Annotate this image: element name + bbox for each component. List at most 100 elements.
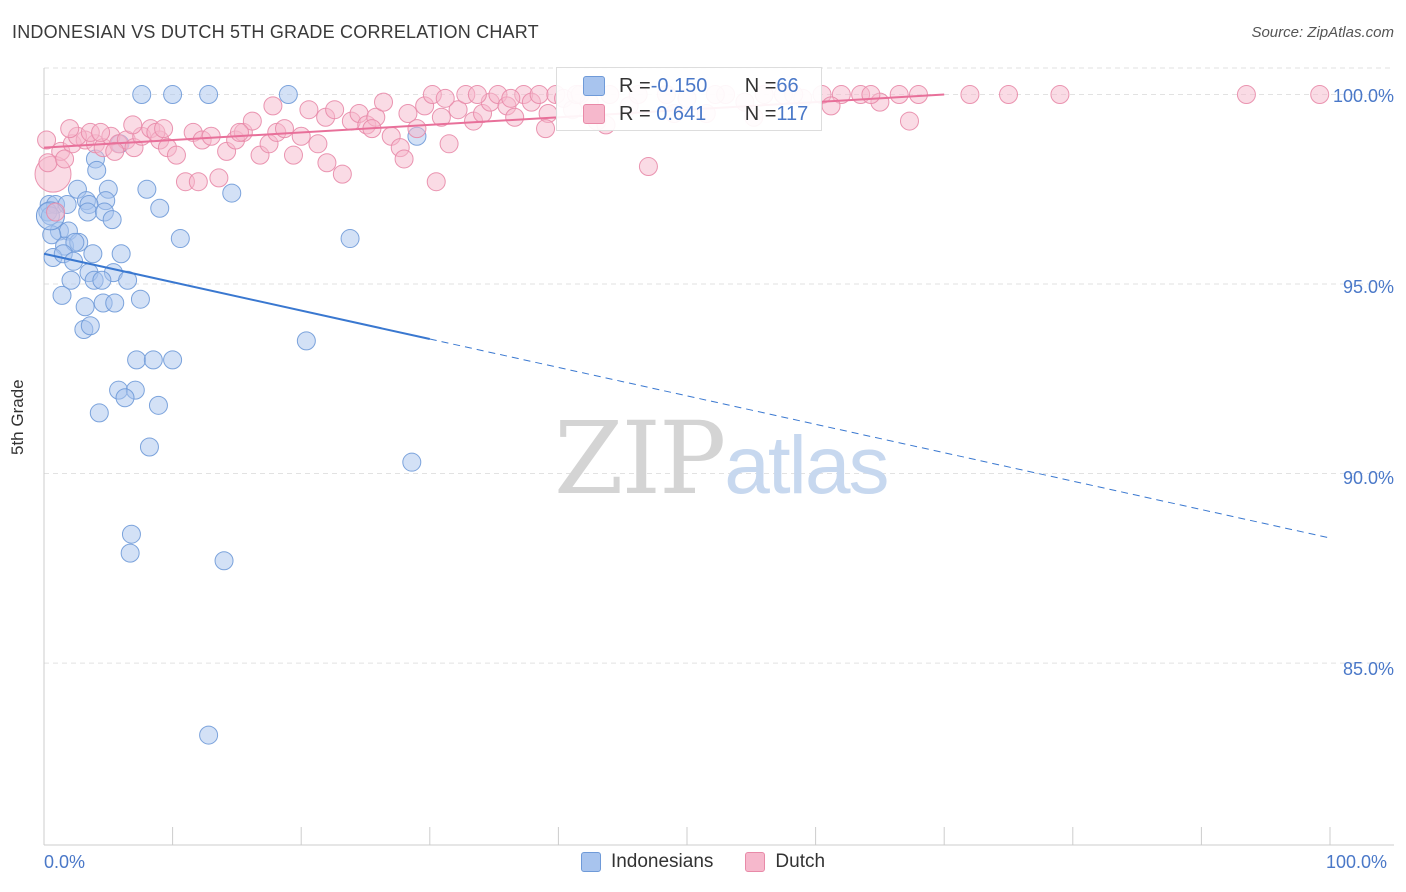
- data-point: [132, 85, 152, 105]
- data-point: [908, 85, 928, 105]
- grid-lines: [44, 67, 1394, 664]
- data-point: [296, 331, 316, 351]
- legend-item-indonesians[interactable]: Indonesians: [580, 851, 714, 873]
- legend-label-dutch: Dutch: [775, 851, 826, 872]
- data-point: [435, 88, 455, 108]
- legend-swatch-dutch: [583, 104, 605, 124]
- data-point: [407, 119, 427, 139]
- data-point: [92, 270, 112, 290]
- data-point: [130, 289, 150, 309]
- indonesians-trend-line: [43, 252, 431, 340]
- watermark-atlas: atlas: [724, 420, 889, 511]
- data-point: [283, 145, 303, 165]
- n-value: 66: [776, 74, 799, 97]
- data-point: [340, 229, 360, 249]
- data-point: [37, 130, 57, 150]
- n-label: N =: [744, 74, 777, 97]
- legend-row-dutch: R = 0.641 N = 117: [557, 99, 808, 129]
- legend-item-dutch[interactable]: Dutch: [745, 851, 825, 873]
- data-point: [899, 111, 919, 131]
- data-point: [291, 126, 311, 146]
- data-point: [861, 85, 881, 105]
- data-point: [501, 88, 521, 108]
- data-point: [374, 92, 394, 112]
- n-label: N =: [744, 102, 777, 125]
- data-point: [102, 210, 122, 230]
- data-point: [394, 149, 414, 169]
- data-point: [431, 107, 451, 127]
- data-point: [38, 153, 58, 173]
- data-point: [229, 122, 249, 142]
- data-point: [127, 350, 147, 370]
- data-point: [505, 107, 525, 127]
- data-point: [308, 134, 328, 154]
- data-point: [60, 119, 80, 139]
- legend-label-indonesians: Indonesians: [610, 851, 714, 872]
- correlation-legend: R = -0.150 N = 66 R = 0.641 N = 117: [556, 67, 822, 131]
- y-axis-label: 5th Grade: [8, 379, 27, 455]
- data-point: [143, 350, 163, 370]
- data-point: [89, 403, 109, 423]
- data-point: [448, 100, 468, 120]
- legend-row-indonesians: R = -0.150 N = 66: [557, 71, 799, 101]
- r-value: -0.150: [650, 74, 708, 97]
- data-point: [402, 452, 422, 472]
- data-point: [150, 198, 170, 218]
- data-point: [299, 100, 319, 120]
- data-point: [111, 244, 131, 264]
- series-legend: Indonesians Dutch: [0, 851, 1406, 873]
- data-point: [1310, 85, 1330, 105]
- data-point: [75, 297, 95, 317]
- data-point: [274, 119, 294, 139]
- chart-title: INDONESIAN VS DUTCH 5TH GRADE CORRELATIO…: [12, 22, 539, 42]
- r-label: R =: [619, 102, 651, 125]
- data-point: [123, 115, 143, 135]
- data-point: [439, 134, 459, 154]
- data-point: [120, 543, 140, 563]
- data-point: [105, 293, 125, 313]
- data-point: [65, 232, 85, 252]
- legend-swatch-indonesians: [580, 852, 601, 872]
- x-tick-label: 0.0%: [44, 852, 86, 872]
- data-point: [87, 160, 107, 180]
- data-point: [188, 172, 208, 192]
- data-point: [536, 119, 556, 139]
- data-point: [121, 524, 141, 544]
- data-point: [1236, 85, 1256, 105]
- data-point: [467, 85, 487, 105]
- y-tick-label: 95.0%: [1342, 277, 1394, 297]
- data-point: [638, 157, 658, 177]
- legend-swatch-indonesians: [583, 76, 605, 96]
- data-point: [163, 85, 183, 105]
- watermark: ZIPatlas: [554, 400, 890, 517]
- data-point: [115, 388, 135, 408]
- data-point: [209, 168, 229, 188]
- legend-swatch-dutch: [745, 852, 766, 872]
- data-point: [105, 141, 125, 161]
- n-value: 117: [776, 102, 809, 125]
- data-point: [55, 149, 75, 169]
- data-point: [199, 85, 219, 105]
- data-point: [317, 153, 337, 173]
- data-point: [61, 270, 81, 290]
- data-point: [137, 179, 157, 199]
- y-tick-label: 85.0%: [1342, 659, 1394, 679]
- data-point: [148, 395, 168, 415]
- indonesians-points: [35, 85, 427, 745]
- data-point: [1050, 85, 1070, 105]
- data-point: [332, 164, 352, 184]
- data-point: [999, 85, 1018, 105]
- indonesians-trend-extension: [429, 338, 1331, 539]
- data-point: [214, 551, 234, 571]
- y-tick-label: 90.0%: [1342, 468, 1394, 488]
- data-point: [889, 85, 909, 105]
- data-point: [154, 119, 174, 139]
- data-point: [163, 350, 183, 370]
- data-point: [52, 285, 72, 305]
- data-point: [91, 122, 111, 142]
- data-point: [426, 172, 446, 192]
- data-point: [201, 126, 221, 146]
- data-point: [398, 103, 418, 123]
- data-point: [166, 145, 186, 165]
- r-label: R =: [619, 74, 651, 97]
